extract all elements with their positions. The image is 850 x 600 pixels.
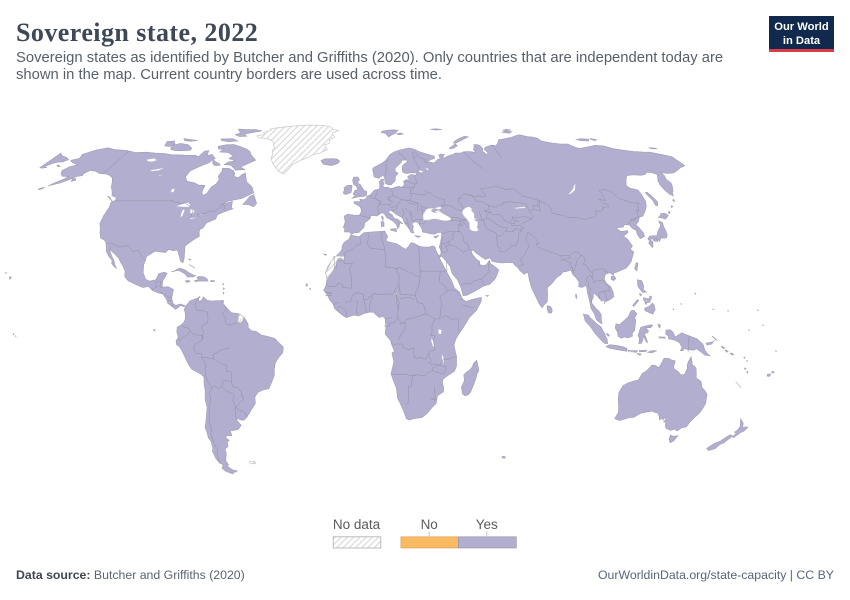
svg-text:No data: No data [333,517,381,532]
svg-text:Yes: Yes [476,517,498,532]
svg-text:No: No [421,517,438,532]
